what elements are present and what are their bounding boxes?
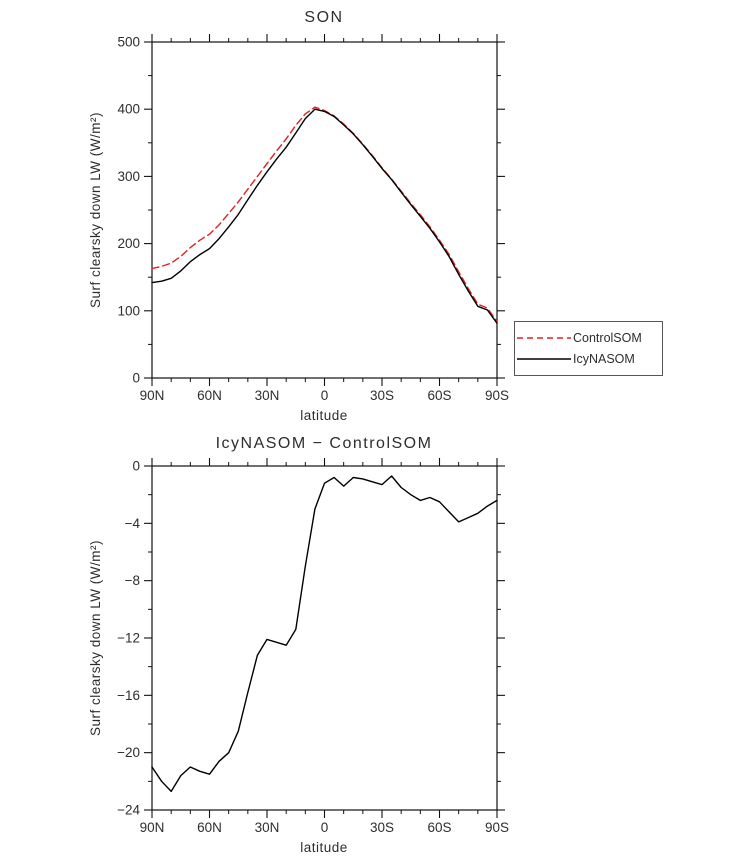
x-tick-label: 90S	[485, 820, 509, 835]
x-tick-label: 30N	[255, 388, 280, 403]
legend-box	[514, 321, 663, 376]
x-tick-label: 30S	[370, 820, 394, 835]
x-tick-label: 90N	[140, 820, 165, 835]
plot-frame	[151, 465, 498, 811]
x-tick-label: 60S	[427, 820, 451, 835]
y-tick-label: −16	[117, 688, 140, 703]
y-tick-label: 400	[117, 102, 140, 117]
y-tick-label: −12	[117, 631, 140, 646]
bottom-chart-ylabel: Surf clearsky down LW (W/m²)	[88, 540, 103, 736]
y-tick-label: −8	[125, 573, 140, 588]
bottom-plot-area: 90N 60N 30N 0 30S 60S 90S −24 −20 −16 −12 −8 −4 0	[117, 458, 509, 835]
top-chart-ylabel: Surf clearsky down LW (W/m²)	[88, 112, 103, 308]
top-chart-xlabel: latitude	[300, 408, 348, 423]
bottom-chart-title: IcyNASOM − ControlSOM	[216, 435, 433, 452]
series-line-controlsom	[151, 106, 498, 323]
y-tick-label: 200	[117, 236, 140, 251]
bottom-chart-xlabel: latitude	[300, 840, 348, 855]
top-plot-area: 90N 60N 30N 0 30S 60S 90S 0 100 200 300 400 500	[117, 34, 509, 403]
x-tick-label: 30N	[255, 820, 280, 835]
x-tick-label: 60N	[197, 820, 222, 835]
plot-frame	[151, 41, 498, 379]
legend-label-icynasom: IcyNASOM	[573, 352, 635, 366]
y-tick-label: −20	[117, 745, 140, 760]
series-line-icynasom-controlsom	[151, 475, 498, 793]
y-tick-label: 100	[117, 303, 140, 318]
son-line-chart: SON Surf clearsky down LW (W/m²) latitud…	[88, 9, 663, 423]
y-tick-label: 0	[132, 459, 140, 474]
y-tick-label: 0	[132, 371, 140, 386]
x-tick-label: 0	[321, 388, 329, 403]
x-tick-label: 30S	[370, 388, 394, 403]
y-tick-label: 300	[117, 169, 140, 184]
y-tick-label: 500	[117, 35, 140, 50]
x-tick-label: 0	[321, 820, 329, 835]
series-line-icynasom	[151, 108, 498, 324]
difference-line-chart: IcyNASOM − ControlSOM Surf clearsky down…	[88, 435, 509, 855]
y-tick-label: −24	[117, 803, 140, 818]
top-chart-title: SON	[304, 9, 343, 26]
y-tick-label: −4	[125, 516, 141, 531]
x-tick-label: 60S	[427, 388, 451, 403]
x-tick-label: 90S	[485, 388, 509, 403]
legend-label-controlsom: ControlSOM	[573, 331, 642, 345]
legend: ControlSOM IcyNASOM	[514, 321, 663, 376]
x-tick-label: 90N	[140, 388, 165, 403]
x-tick-label: 60N	[197, 388, 222, 403]
